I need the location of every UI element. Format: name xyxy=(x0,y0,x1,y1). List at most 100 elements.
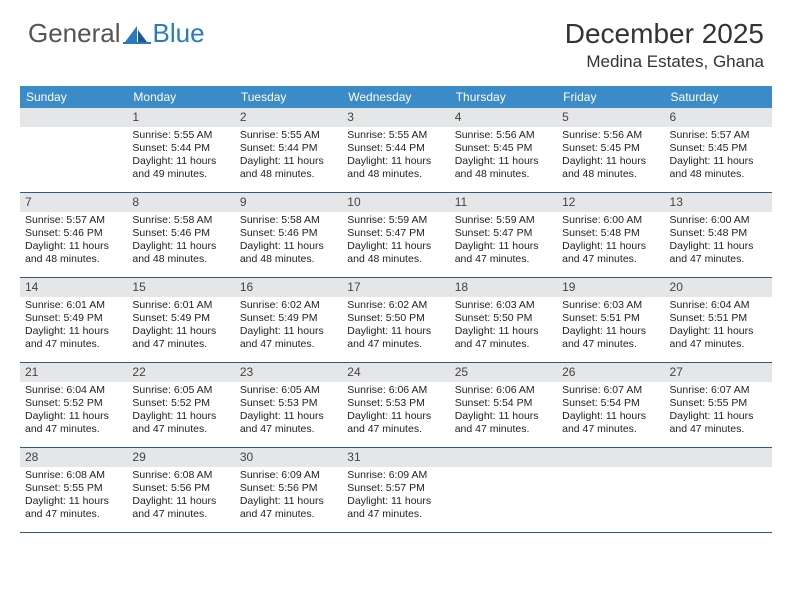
sunset-line: Sunset: 5:53 PM xyxy=(240,397,337,410)
daylight-line: Daylight: 11 hours and 47 minutes. xyxy=(132,325,229,351)
day-number: 1 xyxy=(127,108,234,127)
day-body: Sunrise: 6:05 AMSunset: 5:53 PMDaylight:… xyxy=(235,384,342,441)
day-body: Sunrise: 6:07 AMSunset: 5:55 PMDaylight:… xyxy=(665,384,772,441)
day-number: 29 xyxy=(127,448,234,467)
sunset-line: Sunset: 5:53 PM xyxy=(347,397,444,410)
daylight-line: Daylight: 11 hours and 47 minutes. xyxy=(347,410,444,436)
daylight-line: Daylight: 11 hours and 49 minutes. xyxy=(132,155,229,181)
day-body: Sunrise: 5:56 AMSunset: 5:45 PMDaylight:… xyxy=(557,129,664,186)
day-number: 2 xyxy=(235,108,342,127)
sunrise-line: Sunrise: 6:08 AM xyxy=(132,469,229,482)
sunrise-line: Sunrise: 5:58 AM xyxy=(132,214,229,227)
day-number: 7 xyxy=(20,193,127,212)
sunrise-line: Sunrise: 6:01 AM xyxy=(132,299,229,312)
day-body: Sunrise: 6:03 AMSunset: 5:51 PMDaylight:… xyxy=(557,299,664,356)
daylight-line: Daylight: 11 hours and 47 minutes. xyxy=(25,495,122,521)
sunrise-line: Sunrise: 6:00 AM xyxy=(670,214,767,227)
calendar: SundayMondayTuesdayWednesdayThursdayFrid… xyxy=(20,86,772,533)
day-body: Sunrise: 6:05 AMSunset: 5:52 PMDaylight:… xyxy=(127,384,234,441)
week-row: 14 Sunrise: 6:01 AM Sunset: 5:49 PM Dayligh… xyxy=(20,278,772,363)
day-number: 4 xyxy=(450,108,557,127)
sunset-line: Sunset: 5:44 PM xyxy=(347,142,444,155)
day-cell: 28Sunrise: 6:08 AMSunset: 5:55 PMDayligh… xyxy=(20,448,127,532)
day-cell: 27Sunrise: 6:07 AMSunset: 5:55 PMDayligh… xyxy=(665,363,772,447)
day-number: 25 xyxy=(450,363,557,382)
sunrise-line: Sunrise: 6:02 AM xyxy=(347,299,444,312)
day-body: Sunrise: 5:58 AMSunset: 5:46 PMDaylight:… xyxy=(127,214,234,271)
day-cell: 1Sunrise: 5:55 AMSunset: 5:44 PMDaylight… xyxy=(127,108,234,192)
daylight-line: Daylight: 11 hours and 48 minutes. xyxy=(455,155,552,181)
sunrise-line: Sunrise: 5:57 AM xyxy=(670,129,767,142)
day-cell: 23Sunrise: 6:05 AMSunset: 5:53 PMDayligh… xyxy=(235,363,342,447)
day-cell: 7 Sunrise: 5:57 AMSunset: 5:46 PMDaylight… xyxy=(20,193,127,277)
day-number: 9 xyxy=(235,193,342,212)
day-number: 26 xyxy=(557,363,664,382)
sunset-line: Sunset: 5:45 PM xyxy=(562,142,659,155)
weekday-header: Sunday xyxy=(20,86,127,108)
sunset-line: Sunset: 5:48 PM xyxy=(562,227,659,240)
daylight-line: Daylight: 11 hours and 47 minutes. xyxy=(132,495,229,521)
brand-part2: Blue xyxy=(153,18,205,49)
header: General Blue December 2025 Medina Estate… xyxy=(0,0,792,80)
sunrise-line: Sunrise: 5:56 AM xyxy=(455,129,552,142)
day-number: 10 xyxy=(342,193,449,212)
day-cell: 4Sunrise: 5:56 AMSunset: 5:45 PMDaylight… xyxy=(450,108,557,192)
sunset-line: Sunset: 5:44 PM xyxy=(240,142,337,155)
day-number: 14 xyxy=(20,278,127,297)
day-cell: 8Sunrise: 5:58 AMSunset: 5:46 PMDaylight… xyxy=(127,193,234,277)
week-row: 21Sunrise: 6:04 AMSunset: 5:52 PMDayligh… xyxy=(20,363,772,448)
sunset-line: Sunset: 5:49 PM xyxy=(25,312,122,325)
day-body: Sunrise: 6:00 AMSunset: 5:48 PMDaylight:… xyxy=(665,214,772,271)
day-cell: 21Sunrise: 6:04 AMSunset: 5:52 PMDayligh… xyxy=(20,363,127,447)
location-label: Medina Estates, Ghana xyxy=(565,52,764,72)
daylight-line: Daylight: 11 hours and 47 minutes. xyxy=(455,410,552,436)
sunrise-line: Sunrise: 6:00 AM xyxy=(562,214,659,227)
sunset-line: Sunset: 5:55 PM xyxy=(25,482,122,495)
day-cell: 11Sunrise: 5:59 AMSunset: 5:47 PMDayligh… xyxy=(450,193,557,277)
day-number: 11 xyxy=(450,193,557,212)
sunset-line: Sunset: 5:47 PM xyxy=(347,227,444,240)
weekday-header: Monday xyxy=(127,86,234,108)
sunset-line: Sunset: 5:56 PM xyxy=(240,482,337,495)
brand-part1: General xyxy=(28,18,121,49)
weekday-header: Wednesday xyxy=(342,86,449,108)
sunrise-line: Sunrise: 6:06 AM xyxy=(455,384,552,397)
day-body: Sunrise: 5:59 AMSunset: 5:47 PMDaylight:… xyxy=(342,214,449,271)
day-cell: 30Sunrise: 6:09 AMSunset: 5:56 PMDayligh… xyxy=(235,448,342,532)
sunset-line: Sunset: 5:45 PM xyxy=(670,142,767,155)
sunrise-line: Sunrise: 5:57 AM xyxy=(25,214,122,227)
day-number: 19 xyxy=(557,278,664,297)
sunset-line: Sunset: 5:47 PM xyxy=(455,227,552,240)
sunset-line: Sunset: 5:52 PM xyxy=(132,397,229,410)
sunrise-line: Sunrise: 6:03 AM xyxy=(562,299,659,312)
day-cell: 3Sunrise: 5:55 AMSunset: 5:44 PMDaylight… xyxy=(342,108,449,192)
day-body: Sunrise: 5:57 AMSunset: 5:46 PMDaylight:… xyxy=(20,214,127,271)
day-body: Sunrise: 5:55 AMSunset: 5:44 PMDaylight:… xyxy=(235,129,342,186)
day-cell xyxy=(665,448,772,532)
daylight-line: Daylight: 11 hours and 47 minutes. xyxy=(25,410,122,436)
sunrise-line: Sunrise: 5:55 AM xyxy=(240,129,337,142)
day-number xyxy=(20,108,127,127)
sunset-line: Sunset: 5:57 PM xyxy=(347,482,444,495)
day-body: Sunrise: 6:08 AMSunset: 5:56 PMDaylight:… xyxy=(127,469,234,526)
day-body: Sunrise: 6:08 AMSunset: 5:55 PMDaylight:… xyxy=(20,469,127,526)
day-body: Sunrise: 6:00 AMSunset: 5:48 PMDaylight:… xyxy=(557,214,664,271)
day-cell: 22 Sunrise: 6:05 AMSunset: 5:52 PMDayligh… xyxy=(127,363,234,447)
day-body: Sunrise: 6:04 AMSunset: 5:51 PMDaylight:… xyxy=(665,299,772,356)
day-body: Sunrise: 6:02 AMSunset: 5:50 PMDaylight:… xyxy=(342,299,449,356)
sunrise-line: Sunrise: 6:09 AM xyxy=(347,469,444,482)
day-number: 6 xyxy=(665,108,772,127)
day-number: 24 xyxy=(342,363,449,382)
sunset-line: Sunset: 5:48 PM xyxy=(670,227,767,240)
day-cell: 13Sunrise: 6:00 AMSunset: 5:48 PMDayligh… xyxy=(665,193,772,277)
sunset-line: Sunset: 5:49 PM xyxy=(240,312,337,325)
daylight-line: Daylight: 11 hours and 48 minutes. xyxy=(562,155,659,181)
day-cell: 20Sunrise: 6:04 AMSunset: 5:51 PMDayligh… xyxy=(665,278,772,362)
sunset-line: Sunset: 5:54 PM xyxy=(455,397,552,410)
weekday-header: Tuesday xyxy=(235,86,342,108)
sunrise-line: Sunrise: 5:56 AM xyxy=(562,129,659,142)
day-number: 22 xyxy=(127,363,234,382)
daylight-line: Daylight: 11 hours and 48 minutes. xyxy=(347,155,444,181)
title-block: December 2025 Medina Estates, Ghana xyxy=(565,18,764,72)
daylight-line: Daylight: 11 hours and 47 minutes. xyxy=(670,325,767,351)
